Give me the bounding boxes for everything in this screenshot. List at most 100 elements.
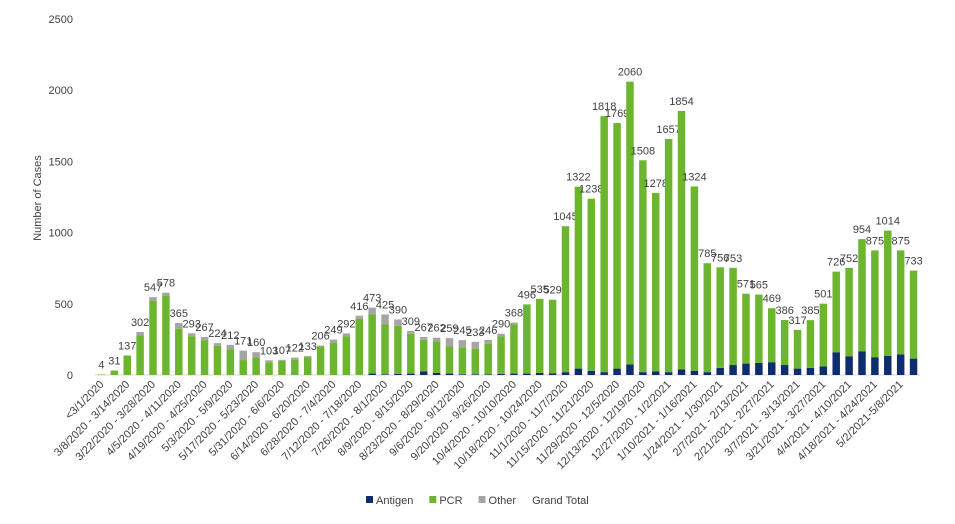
total-label: 293 — [183, 318, 201, 330]
bar-segment — [213, 345, 222, 375]
bar-segment — [458, 340, 467, 348]
bar-segment — [664, 372, 673, 375]
bar-segment — [432, 372, 441, 375]
bar-segment — [587, 370, 596, 375]
total-label: 107 — [273, 345, 291, 357]
total-label: 137 — [118, 340, 136, 352]
bar-segment — [780, 320, 789, 366]
total-label: 2060 — [618, 67, 642, 79]
bar-segment — [613, 368, 621, 375]
bar-segment — [819, 366, 828, 375]
bar-segment — [742, 363, 750, 375]
bar-segment — [187, 333, 196, 337]
total-label: 1045 — [553, 211, 577, 223]
total-label: 529 — [543, 285, 561, 297]
bar-segment — [832, 271, 840, 353]
bar-segment — [123, 355, 131, 375]
bar-segment — [780, 365, 789, 375]
bar-segment — [626, 364, 634, 375]
bar-segment — [510, 324, 518, 374]
bar-segment — [845, 356, 853, 375]
bar-segment — [574, 368, 583, 375]
total-label: 206 — [311, 331, 329, 343]
bar-segment — [381, 374, 389, 375]
bar-segment — [742, 293, 750, 364]
total-label: 578 — [157, 278, 175, 290]
y-tick-label: 1500 — [49, 156, 73, 168]
bar-segment — [613, 123, 621, 369]
total-label: 1854 — [669, 96, 693, 108]
bar-segment — [187, 336, 196, 375]
bar-segment — [432, 341, 441, 373]
bar-segment — [303, 356, 312, 358]
bar-segment — [291, 357, 299, 360]
bar-segment — [175, 323, 183, 329]
bar-segment — [419, 371, 428, 375]
bar-segment — [497, 333, 505, 337]
total-label: 1657 — [656, 124, 680, 136]
total-label: 469 — [763, 293, 781, 305]
bar-segment — [368, 314, 376, 374]
total-label: 753 — [724, 253, 742, 265]
bar-segment — [265, 362, 273, 375]
bar-segment — [639, 160, 647, 373]
total-label: 954 — [853, 224, 871, 236]
total-label: 1818 — [592, 101, 616, 113]
bar-segment — [407, 330, 415, 334]
bar-segment — [381, 314, 389, 325]
bar-segment — [200, 336, 209, 341]
bar-segment — [278, 359, 286, 361]
total-label: 756 — [711, 252, 729, 264]
bar-segment — [690, 186, 699, 371]
bar-segment — [419, 336, 428, 340]
bar-segment — [587, 198, 596, 371]
bar-segment — [162, 292, 170, 296]
total-label: 365 — [170, 308, 188, 320]
bar-segment — [394, 319, 402, 326]
bar-segment — [909, 270, 918, 359]
bar-segment — [471, 348, 480, 375]
bar-segment — [909, 358, 918, 375]
bar-segment — [716, 367, 724, 375]
total-label: 390 — [389, 304, 407, 316]
bar-segment — [458, 347, 467, 375]
total-label: 1769 — [605, 108, 629, 120]
bar-segment — [316, 346, 325, 375]
legend-swatch — [478, 496, 486, 503]
bar-segment — [407, 333, 415, 374]
y-tick-label: 1000 — [49, 228, 73, 240]
total-label: 1508 — [631, 145, 655, 157]
bar-segment — [213, 343, 222, 346]
total-label: 496 — [518, 289, 536, 301]
total-label: 385 — [801, 305, 819, 317]
bar-segment — [316, 345, 325, 347]
bar-segment — [600, 372, 608, 375]
total-label: 246 — [479, 325, 497, 337]
bar-segment — [162, 295, 170, 375]
bar-segment — [793, 368, 802, 375]
legend-swatch — [366, 496, 373, 503]
bar-segment — [368, 307, 376, 315]
bar-segment — [136, 331, 144, 336]
total-label: 571 — [737, 279, 755, 291]
bar-segment — [484, 339, 492, 344]
bar-segment — [445, 346, 454, 374]
total-label: 473 — [363, 293, 381, 305]
bar-segment — [755, 294, 763, 363]
bar-segment — [729, 267, 737, 366]
bar-segment — [239, 350, 247, 361]
total-label: 752 — [840, 253, 858, 265]
bar-segment — [484, 343, 492, 375]
bar-segment — [200, 340, 209, 375]
legend-label: PCR — [439, 495, 462, 507]
total-label: 875 — [866, 235, 884, 247]
bar-segment — [291, 359, 299, 375]
bar-segment — [716, 267, 724, 368]
bar-segment — [265, 360, 273, 363]
bar-segment — [677, 369, 686, 375]
bar-segment — [303, 357, 312, 375]
legend-label: Other — [489, 495, 517, 507]
bar-segment — [136, 335, 144, 375]
total-label: 233 — [466, 327, 484, 339]
